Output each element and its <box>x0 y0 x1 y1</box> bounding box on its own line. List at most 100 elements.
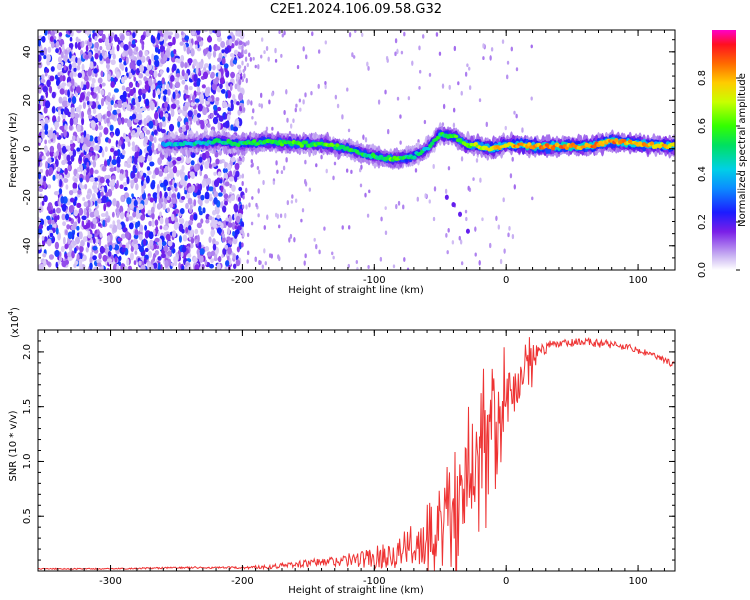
ridge-mark <box>430 141 435 146</box>
noise-speckle <box>232 253 237 260</box>
noise-speckle <box>38 85 42 94</box>
noise-speckle <box>73 71 77 78</box>
noise-speckle <box>453 45 457 52</box>
noise-speckle <box>241 173 245 179</box>
noise-speckle <box>221 100 228 109</box>
noise-speckle <box>324 80 327 86</box>
noise-speckle <box>220 89 226 94</box>
noise-speckle <box>151 53 154 62</box>
noise-speckle <box>506 74 509 80</box>
noise-speckle <box>172 91 176 100</box>
noise-speckle <box>99 176 105 184</box>
noise-speckle <box>76 225 80 231</box>
noise-speckle <box>428 199 431 204</box>
noise-speckle <box>132 238 138 244</box>
noise-speckle <box>83 130 87 138</box>
noise-speckle <box>98 125 104 131</box>
noise-speckle <box>144 50 149 57</box>
noise-speckle <box>136 220 141 228</box>
noise-speckle <box>81 63 85 71</box>
ridge-mark <box>236 142 241 148</box>
noise-speckle <box>154 219 159 226</box>
noise-speckle <box>140 55 146 62</box>
noise-speckle <box>199 248 205 255</box>
ridge-mark <box>671 142 675 147</box>
noise-speckle <box>167 42 174 47</box>
noise-speckle <box>499 258 503 265</box>
noise-speckle <box>65 229 68 236</box>
noise-speckle <box>60 245 65 253</box>
noise-speckle <box>152 229 156 236</box>
noise-speckle <box>67 231 73 240</box>
noise-speckle <box>192 256 198 264</box>
noise-speckle <box>219 83 223 89</box>
noise-speckle <box>116 44 120 52</box>
noise-speckle <box>83 207 88 216</box>
noise-speckle <box>242 107 246 112</box>
noise-speckle <box>293 237 296 243</box>
x-tick-label: -200 <box>231 275 254 286</box>
noise-speckle <box>198 241 202 249</box>
noise-speckle <box>438 51 442 56</box>
noise-speckle <box>396 96 400 101</box>
noise-speckle <box>92 160 97 168</box>
noise-speckle <box>204 246 210 252</box>
noise-speckle <box>156 88 161 96</box>
noise-speckle <box>63 65 67 71</box>
noise-speckle <box>135 127 141 134</box>
page-title: C2E1.2024.106.09.58.G32 <box>269 2 443 17</box>
noise-speckle <box>109 224 114 229</box>
noise-speckle <box>133 243 139 251</box>
noise-speckle <box>56 150 60 157</box>
noise-speckle <box>58 256 63 262</box>
noise-speckle <box>236 101 240 106</box>
ridge-tail-mark <box>444 194 449 200</box>
noise-speckle <box>45 68 50 74</box>
noise-speckle <box>163 245 169 252</box>
noise-speckle <box>69 124 73 131</box>
noise-speckle <box>196 79 201 87</box>
noise-speckle <box>157 262 161 270</box>
noise-speckle <box>89 61 94 70</box>
noise-speckle <box>164 112 169 119</box>
noise-speckle <box>154 46 159 53</box>
noise-speckle <box>235 73 239 80</box>
noise-speckle <box>152 262 158 269</box>
noise-speckle <box>225 260 230 267</box>
noise-speckle <box>67 160 72 165</box>
noise-speckle <box>79 181 83 189</box>
noise-speckle <box>131 113 137 120</box>
noise-speckle <box>218 115 224 122</box>
noise-speckle <box>241 103 245 109</box>
noise-speckle <box>126 163 132 169</box>
noise-speckle <box>54 241 60 250</box>
noise-speckle <box>274 212 278 218</box>
noise-speckle <box>341 225 344 230</box>
noise-speckle <box>86 166 90 174</box>
noise-speckle <box>110 77 114 82</box>
noise-speckle <box>185 191 190 199</box>
noise-speckle <box>55 40 60 48</box>
noise-speckle <box>215 97 220 102</box>
noise-speckle <box>460 156 464 162</box>
x-tick-label: 100 <box>629 576 648 587</box>
noise-speckle <box>172 36 176 46</box>
noise-speckle <box>416 196 419 202</box>
snr-x-ticks: -300 -200 -100 0 100 <box>44 330 665 587</box>
noise-speckle <box>165 217 169 225</box>
noise-speckle <box>226 236 231 241</box>
ridge-mark <box>376 157 382 161</box>
noise-speckle <box>194 40 199 46</box>
noise-speckle <box>192 58 198 65</box>
noise-speckle <box>241 60 244 66</box>
noise-speckle <box>139 224 144 233</box>
noise-speckle <box>84 183 88 190</box>
noise-speckle <box>67 165 71 171</box>
noise-speckle <box>97 87 101 94</box>
noise-speckle <box>184 94 190 99</box>
noise-speckle <box>231 221 236 231</box>
noise-speckle <box>96 113 102 122</box>
noise-speckle <box>347 225 351 230</box>
noise-speckle <box>208 186 214 192</box>
noise-speckle <box>94 41 100 49</box>
